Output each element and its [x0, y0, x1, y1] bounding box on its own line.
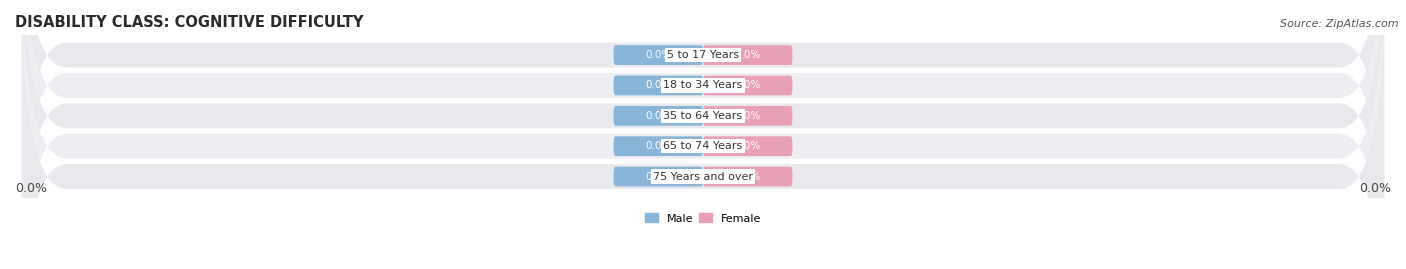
- Text: 75 Years and over: 75 Years and over: [652, 172, 754, 182]
- Text: 0.0%: 0.0%: [734, 141, 761, 151]
- Text: 0.0%: 0.0%: [1360, 182, 1391, 195]
- FancyBboxPatch shape: [703, 45, 793, 65]
- Text: 0.0%: 0.0%: [645, 80, 672, 90]
- Legend: Male, Female: Male, Female: [640, 209, 766, 228]
- Text: 65 to 74 Years: 65 to 74 Years: [664, 141, 742, 151]
- FancyBboxPatch shape: [613, 45, 703, 65]
- FancyBboxPatch shape: [703, 167, 793, 186]
- Text: 0.0%: 0.0%: [734, 111, 761, 121]
- FancyBboxPatch shape: [703, 136, 793, 156]
- FancyBboxPatch shape: [703, 106, 793, 126]
- FancyBboxPatch shape: [703, 76, 793, 95]
- FancyBboxPatch shape: [613, 76, 703, 95]
- Text: 18 to 34 Years: 18 to 34 Years: [664, 80, 742, 90]
- FancyBboxPatch shape: [22, 0, 1384, 269]
- Text: Source: ZipAtlas.com: Source: ZipAtlas.com: [1281, 19, 1399, 29]
- Text: 35 to 64 Years: 35 to 64 Years: [664, 111, 742, 121]
- Text: 0.0%: 0.0%: [15, 182, 46, 195]
- Text: 0.0%: 0.0%: [734, 80, 761, 90]
- FancyBboxPatch shape: [613, 167, 703, 186]
- Text: 0.0%: 0.0%: [734, 50, 761, 60]
- Text: 0.0%: 0.0%: [645, 141, 672, 151]
- Text: 0.0%: 0.0%: [645, 111, 672, 121]
- FancyBboxPatch shape: [613, 136, 703, 156]
- FancyBboxPatch shape: [22, 0, 1384, 269]
- FancyBboxPatch shape: [22, 0, 1384, 242]
- Text: DISABILITY CLASS: COGNITIVE DIFFICULTY: DISABILITY CLASS: COGNITIVE DIFFICULTY: [15, 15, 364, 30]
- Text: 0.0%: 0.0%: [645, 172, 672, 182]
- FancyBboxPatch shape: [22, 0, 1384, 269]
- FancyBboxPatch shape: [22, 0, 1384, 269]
- Text: 0.0%: 0.0%: [734, 172, 761, 182]
- Text: 5 to 17 Years: 5 to 17 Years: [666, 50, 740, 60]
- FancyBboxPatch shape: [613, 106, 703, 126]
- Text: 0.0%: 0.0%: [645, 50, 672, 60]
